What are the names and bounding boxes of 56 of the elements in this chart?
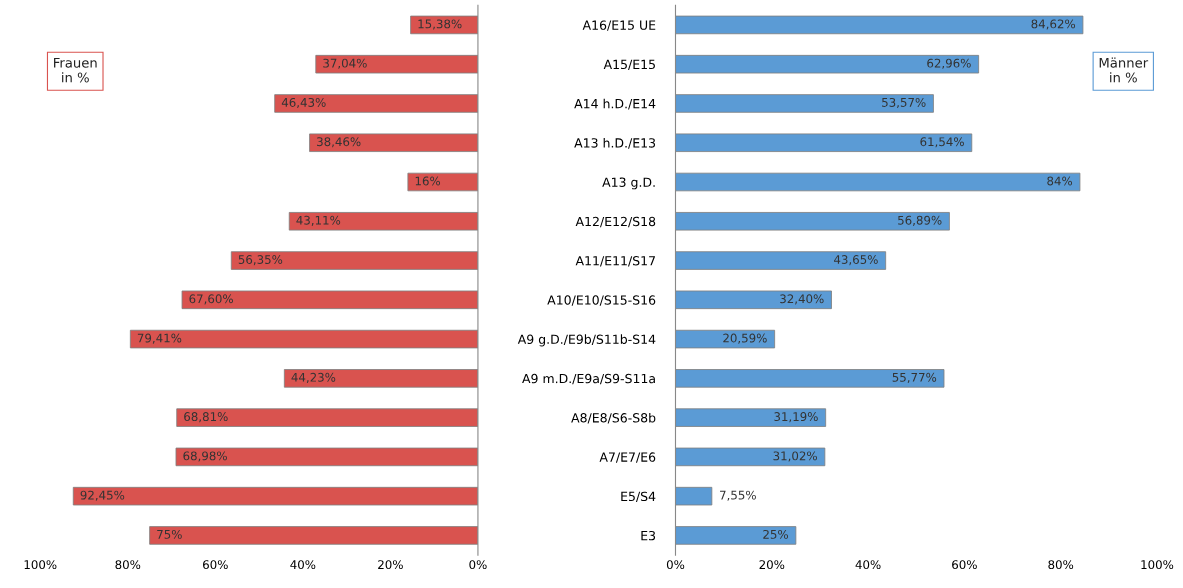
data-label: 61,54%	[920, 137, 964, 148]
data-label: 15,38%	[418, 19, 462, 30]
data-label: 84,62%	[1031, 19, 1076, 30]
x-tick-label: 60%	[203, 560, 228, 570]
data-label: 92,45%	[80, 490, 125, 501]
y-tick-label: A8/E8/S6-S8b	[571, 412, 656, 424]
x-tick-label: 100%	[1141, 560, 1174, 570]
x-tick-label: 80%	[115, 560, 141, 570]
y-tick-label: A9 g.D./E9b/S11b-S14	[517, 334, 656, 347]
y-tick-label: E3	[641, 530, 656, 541]
data-label: 84%	[1047, 176, 1073, 186]
data-label: 31,19%	[774, 412, 818, 423]
x-tick-label: 80%	[1048, 560, 1074, 570]
y-tick-label: A16/E15 UE	[582, 20, 656, 31]
data-label: 67,60%	[189, 294, 233, 305]
x-tick-label: 20%	[759, 560, 785, 570]
data-label: 7,55%	[720, 490, 756, 501]
x-tick-label: 40%	[855, 560, 881, 570]
x-tick-label: 0%	[469, 560, 487, 570]
annotation: Männer in %	[1099, 57, 1149, 83]
data-label: 56,35%	[238, 255, 283, 266]
y-tick-label: A11/E11/S17	[575, 256, 655, 267]
y-tick-label: A15/E15	[603, 59, 655, 71]
y-tick-label: A14 h.D./E14	[574, 98, 656, 110]
y-tick-label: A13 g.D.	[602, 177, 655, 190]
data-label: 38,46%	[317, 137, 361, 148]
y-tick-label: A13 h.D./E13	[574, 137, 656, 149]
data-label: 79,41%	[137, 333, 182, 344]
x-tick-label: 60%	[952, 560, 977, 570]
y-tick-label: A9 m.D./E9a/S9-S11a	[522, 373, 655, 385]
data-label: 62,96%	[927, 58, 971, 69]
data-label: 53,57%	[882, 97, 926, 109]
annotation: Frauen in %	[54, 57, 97, 83]
x-tick-label: 20%	[378, 560, 403, 570]
data-label: 68,98%	[183, 451, 227, 462]
data-label: 75%	[157, 529, 182, 539]
data-label: 44,23%	[291, 372, 336, 383]
data-label: 20,59%	[723, 333, 767, 344]
data-label: 68,81%	[184, 412, 228, 423]
y-tick-label: A12/E12/S18	[575, 216, 656, 228]
x-tick-label: 0%	[666, 560, 685, 570]
data-label: 46,43%	[281, 97, 326, 109]
y-tick-label: A10/E10/S15-S16	[547, 295, 656, 306]
data-label: 55,77%	[892, 372, 937, 383]
y-tick-label: A7/E7/E6	[599, 452, 656, 463]
x-tick-label: 100%	[24, 560, 57, 570]
data-label: 43,65%	[834, 255, 878, 266]
x-tick-label: 40%	[290, 560, 316, 570]
data-label: 32,40%	[780, 294, 824, 305]
y-tick-label: E5/S4	[621, 491, 656, 503]
data-label: 37,04%	[323, 58, 367, 69]
data-label: 31,02%	[773, 451, 817, 462]
data-label: 25%	[763, 529, 788, 539]
data-label: 56,89%	[898, 215, 942, 226]
data-label: 16%	[415, 176, 441, 186]
data-label: 43,11%	[296, 215, 341, 226]
